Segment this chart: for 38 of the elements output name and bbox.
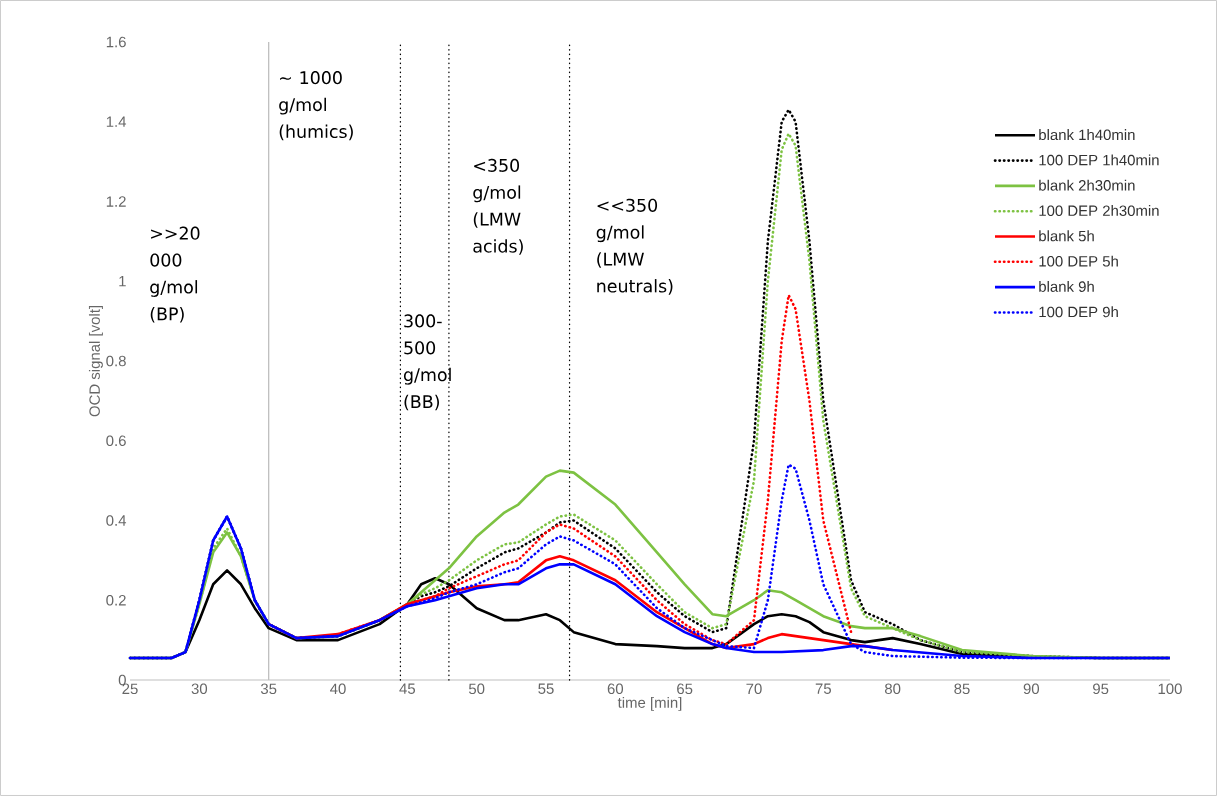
- x-tick-label: 30: [191, 683, 208, 695]
- annotation: ~ 1000 g/mol (humics): [279, 71, 353, 141]
- y-tick-label: 1.6: [106, 36, 126, 48]
- x-tick-label: 55: [538, 683, 554, 694]
- x-tick-label: 80: [884, 683, 901, 695]
- y-tick-label: 0.6: [106, 435, 126, 447]
- y-tick-label: 0.8: [106, 355, 126, 367]
- x-tick-label: 45: [399, 683, 416, 694]
- legend-label: 100 DEP 2h30min: [1039, 205, 1159, 216]
- y-tick-label: 1: [119, 276, 126, 287]
- y-tick-label: 1.4: [106, 116, 127, 127]
- y-tick-label: 0.4: [106, 515, 127, 526]
- x-tick-label: 65: [677, 683, 693, 695]
- x-tick-label: 70: [746, 683, 762, 695]
- legend-label: 100 DEP 5h: [1039, 255, 1118, 267]
- legend-label: blank 1h40min: [1039, 129, 1135, 141]
- x-tick-label: 95: [1093, 683, 1109, 695]
- legend-label: blank 9h: [1039, 280, 1094, 292]
- x-tick-label: 75: [815, 683, 831, 694]
- legend-label: 100 DEP 1h40min: [1039, 154, 1159, 166]
- annotation: <<350 g/mol (LMW neutrals): [596, 198, 673, 295]
- x-tick-label: 40: [330, 683, 346, 695]
- annotation: >>20 000 g/mol (BP): [150, 226, 200, 323]
- annotation: 300-500 g/mol (BB): [403, 314, 451, 411]
- legend-label: 100 DEP 9h: [1039, 306, 1118, 318]
- legend-label: blank 5h: [1039, 230, 1094, 242]
- x-tick-label: 60: [607, 683, 624, 695]
- y-axis-title: OCD signal [volt]: [88, 306, 103, 417]
- x-tick-label: 50: [468, 683, 485, 695]
- annotation: <350 g/mol (LMW acids): [473, 158, 523, 255]
- legend-label: blank 2h30min: [1039, 179, 1135, 191]
- x-tick-label: 90: [1023, 683, 1040, 695]
- x-tick-label: 85: [954, 683, 970, 695]
- x-tick-label: 35: [260, 683, 277, 695]
- x-axis-title: time [min]: [617, 696, 682, 711]
- y-tick-label: 0.2: [106, 594, 126, 606]
- x-tick-label: 100: [1158, 683, 1182, 695]
- y-tick-label: 1.2: [106, 196, 126, 207]
